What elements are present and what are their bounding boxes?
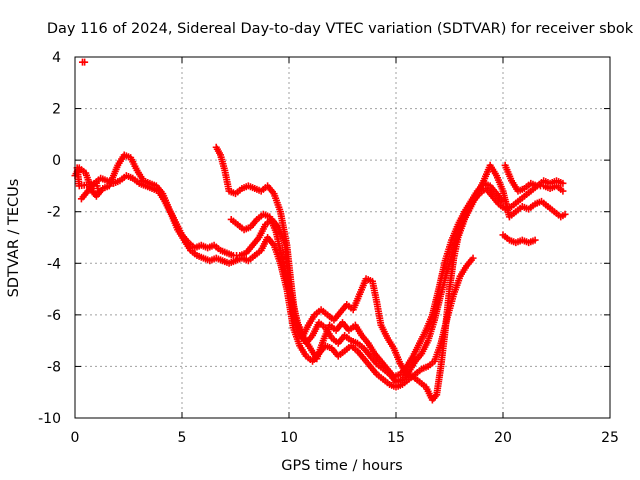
x-axis-label: GPS time / hours <box>281 458 402 474</box>
x-tick-label: 25 <box>601 430 619 446</box>
data-point <box>81 58 89 66</box>
x-tick-label: 15 <box>387 430 405 446</box>
chart-title: Day 116 of 2024, Sidereal Day-to-day VTE… <box>47 21 634 37</box>
data-points <box>71 58 569 404</box>
y-tick-label: -2 <box>47 205 61 221</box>
y-tick-label: 2 <box>52 102 61 118</box>
x-tick-label: 0 <box>71 430 80 446</box>
data-point <box>499 197 507 205</box>
data-point <box>559 187 567 195</box>
y-tick-label: -6 <box>47 308 61 324</box>
y-tick-label: -4 <box>47 256 61 272</box>
y-tick-label: 0 <box>52 153 61 169</box>
data-point <box>531 236 539 244</box>
data-point <box>561 210 569 218</box>
x-tick-label: 5 <box>178 430 187 446</box>
x-tick-label: 20 <box>494 430 512 446</box>
plot-frame <box>74 56 611 419</box>
axis-ticks: 0 5 10 15 20 25 -10 -8 -6 -4 -2 0 2 4 <box>38 50 619 446</box>
y-tick-label: -10 <box>38 411 61 427</box>
data-point <box>469 254 477 262</box>
x-tick-label: 10 <box>280 430 298 446</box>
y-tick-label: -8 <box>47 359 61 375</box>
y-axis-label: SDTVAR / TECUs <box>6 179 22 298</box>
y-tick-label: 4 <box>52 50 61 66</box>
grid-lines <box>75 57 610 418</box>
data-point <box>95 187 103 195</box>
data-point <box>559 179 567 187</box>
